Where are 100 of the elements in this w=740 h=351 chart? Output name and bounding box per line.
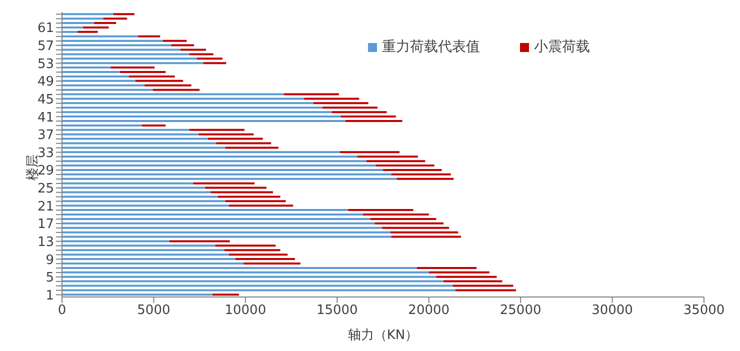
bar (62, 53, 190, 56)
y-tick-label: 61 (37, 21, 54, 36)
bar (94, 22, 116, 24)
bar (62, 222, 375, 224)
bar (396, 178, 454, 180)
bar (62, 128, 190, 131)
bar (383, 168, 442, 171)
bar (62, 66, 111, 69)
x-tick-label: 10000 (224, 303, 266, 318)
bar (62, 204, 229, 207)
bar (62, 280, 444, 282)
bar (224, 249, 280, 252)
bar (455, 289, 516, 292)
bar (284, 93, 339, 96)
bar (62, 209, 348, 212)
bar (391, 236, 461, 238)
bar (374, 222, 444, 224)
bar (362, 214, 429, 216)
bar (62, 151, 340, 154)
y-tick-label: 17 (37, 217, 54, 232)
bar (62, 284, 453, 287)
bar (83, 26, 109, 28)
bar (62, 164, 376, 167)
bar (391, 173, 451, 176)
bar (144, 84, 192, 86)
bar (208, 138, 263, 140)
bar (110, 66, 155, 69)
x-tick-label: 5000 (137, 303, 170, 318)
bar (390, 231, 458, 234)
bar (62, 271, 429, 274)
bar (370, 218, 436, 220)
bar (235, 258, 295, 260)
bar (142, 124, 166, 126)
bar (345, 120, 402, 122)
bar (62, 168, 383, 171)
x-tick-label: 20000 (408, 303, 450, 318)
bar (62, 200, 226, 202)
bar (62, 102, 314, 104)
bar (62, 214, 363, 216)
bar (340, 116, 396, 118)
bar (62, 196, 218, 198)
bar (366, 160, 426, 162)
bar (62, 160, 366, 162)
bar (62, 266, 417, 269)
bar (62, 254, 229, 256)
bar (162, 40, 187, 42)
bar (62, 106, 322, 109)
bar (198, 133, 254, 136)
bar (304, 98, 360, 100)
x-tick-label: 35000 (683, 303, 725, 318)
y-tick-label: 13 (37, 234, 54, 250)
bar (436, 276, 497, 278)
bar (103, 18, 128, 20)
bar (62, 18, 104, 20)
bar (225, 146, 278, 149)
bar (62, 93, 284, 96)
bar (62, 75, 129, 78)
bar (228, 254, 288, 256)
legend-label: 小震荷载 (534, 38, 590, 56)
bar (62, 236, 392, 238)
x-tick-label: 25000 (500, 303, 542, 318)
bar (189, 53, 214, 56)
bar (205, 186, 267, 189)
bar (225, 200, 286, 202)
bar (152, 88, 200, 91)
bar (332, 111, 387, 114)
bar (62, 98, 304, 100)
bar (189, 128, 245, 131)
bar (62, 138, 208, 140)
bar (62, 226, 382, 229)
y-tick-label: 45 (37, 92, 54, 108)
bar (62, 88, 153, 91)
bar (62, 133, 199, 136)
bar (62, 156, 358, 158)
bar (62, 111, 332, 114)
bar (62, 35, 138, 38)
bar (216, 142, 272, 144)
bar (62, 44, 172, 46)
bar (62, 289, 456, 292)
bar (113, 13, 134, 16)
y-tick-label: 41 (37, 110, 54, 126)
bar (357, 156, 418, 158)
y-tick-label: 21 (37, 199, 54, 214)
bar (62, 262, 244, 264)
bar (428, 271, 490, 274)
bar (348, 209, 414, 212)
bar (416, 266, 477, 269)
y-tick-label: 49 (37, 74, 54, 90)
x-tick-label: 30000 (592, 303, 633, 318)
bar (62, 26, 84, 28)
bar (62, 186, 206, 189)
bar (452, 284, 514, 287)
bar (171, 44, 194, 46)
bar (62, 178, 397, 180)
y-tick-label: 37 (37, 128, 54, 144)
legend-label: 重力荷载代表值 (382, 38, 480, 56)
bar (62, 249, 224, 252)
bar (376, 164, 434, 167)
bar (340, 151, 400, 154)
bar (62, 120, 346, 122)
